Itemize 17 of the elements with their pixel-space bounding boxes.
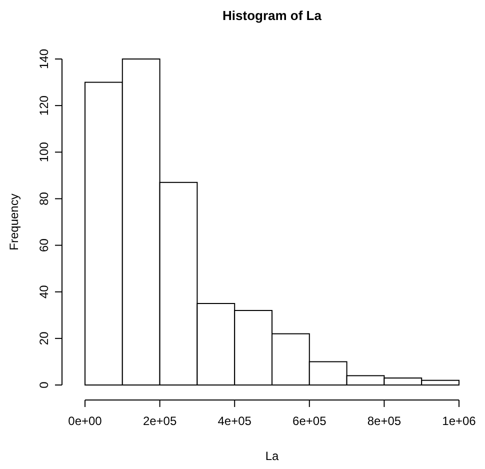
y-tick-label: 0 — [37, 381, 51, 388]
y-tick-label: 60 — [37, 238, 51, 252]
y-tick-label: 40 — [37, 284, 51, 299]
y-tick-label: 140 — [37, 48, 51, 70]
y-tick-label: 100 — [37, 142, 51, 162]
x-tick-label: 2e+05 — [142, 414, 177, 428]
x-tick-label: 4e+05 — [218, 414, 252, 428]
x-tick-label: 6e+05 — [292, 414, 327, 428]
y-tick-label: 20 — [37, 331, 51, 346]
y-tick-label: 120 — [37, 95, 51, 116]
y-axis-title: Frequency — [7, 194, 21, 250]
x-axis-title: La — [265, 449, 279, 463]
x-tick-label: 8e+05 — [367, 414, 402, 428]
chart-title: Histogram of La — [222, 8, 322, 23]
x-tick-label: 0e+00 — [68, 414, 102, 428]
x-tick-label: 1e+06 — [442, 414, 476, 428]
y-tick-label: 80 — [37, 192, 51, 206]
